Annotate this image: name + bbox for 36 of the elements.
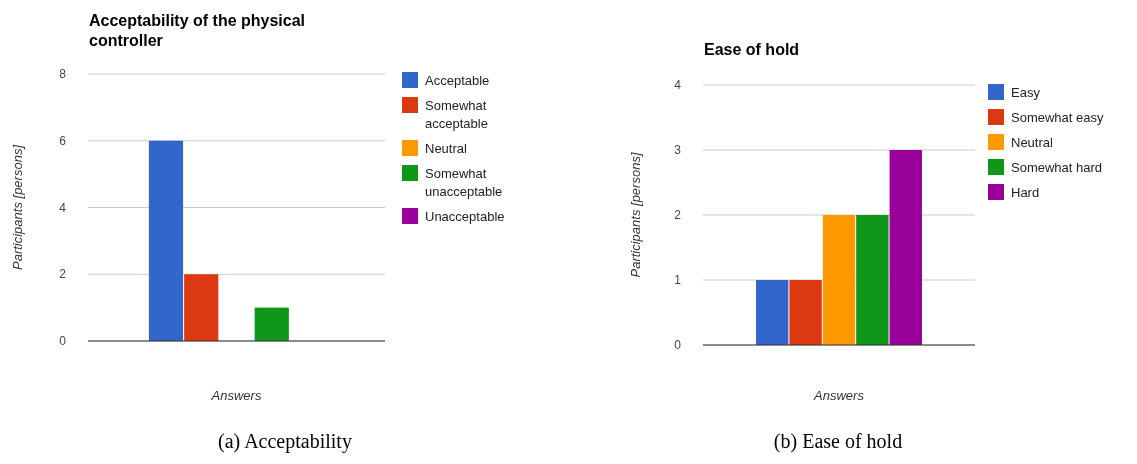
y-tick-label: 4 — [674, 78, 682, 92]
y-axis-title: Participants [persons] — [10, 144, 25, 271]
x-axis-title: Answers — [210, 388, 262, 403]
legend-label: Acceptable — [425, 73, 490, 88]
y-tick-label: 8 — [59, 67, 67, 81]
text: (b) Ease of hold — [773, 430, 903, 453]
chart-title: Ease of hold — [704, 41, 800, 58]
legend-label: Hard — [1011, 185, 1040, 200]
y-tick-label: 1 — [674, 273, 682, 287]
y-tick-label: 0 — [674, 338, 682, 352]
y-tick-label: 0 — [59, 334, 67, 348]
bar — [789, 280, 822, 345]
legend-label: Easy — [1011, 85, 1041, 100]
legend-label: Somewhat easy — [1011, 110, 1104, 125]
legend-label: Neutral — [425, 141, 468, 156]
bar — [889, 150, 922, 345]
legend-label: Unacceptable — [425, 209, 505, 224]
y-tick-label: 2 — [59, 267, 67, 282]
legend-label: Somewhat hard — [1011, 160, 1103, 175]
y-tick-label: 6 — [59, 133, 67, 148]
bar — [148, 140, 184, 341]
bar — [822, 215, 856, 345]
y-axis-title: Participants [persons] — [628, 152, 643, 278]
x-axis-title: Answers — [813, 388, 865, 403]
text: (a) Acceptability — [218, 430, 352, 453]
bar — [856, 215, 889, 345]
legend-label: Somewhat unacceptable — [425, 166, 503, 199]
y-tick-label: 2 — [674, 208, 682, 222]
bar — [254, 307, 289, 341]
chart-title: Acceptability of the physical controller — [89, 12, 306, 49]
y-tick-label: 3 — [674, 143, 682, 157]
y-tick-label: 4 — [59, 200, 67, 215]
legend-label: Somewhat acceptable — [425, 98, 488, 131]
bar — [184, 274, 219, 341]
bar — [756, 280, 789, 345]
legend-label: Neutral — [1011, 135, 1054, 150]
